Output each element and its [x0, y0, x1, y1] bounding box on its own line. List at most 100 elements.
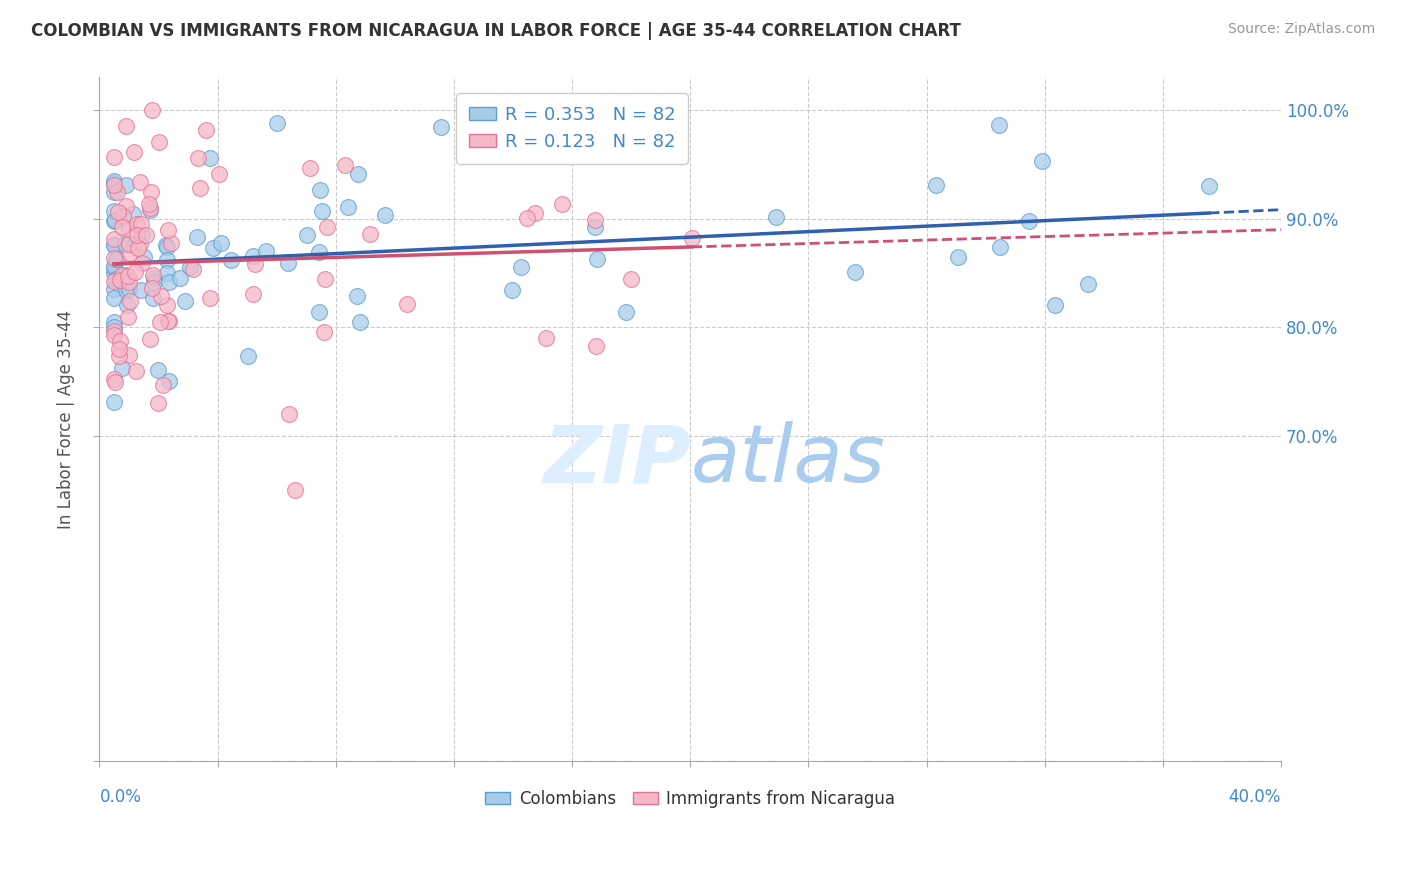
Point [114, 237, 136, 252]
Point [125, 217, 148, 231]
Point [988, 240, 1011, 254]
Point [118, 275, 141, 289]
Point [157, 374, 180, 388]
Point [131, 255, 153, 269]
Point [103, 282, 125, 296]
Point [107, 205, 129, 219]
Point [103, 214, 125, 228]
Point [105, 252, 128, 266]
Point [122, 207, 145, 221]
Point [103, 213, 125, 227]
Point [316, 220, 339, 235]
Text: Source: ZipAtlas.com: Source: ZipAtlas.com [1227, 22, 1375, 37]
Point [135, 227, 157, 242]
Point [236, 349, 259, 363]
Point [311, 203, 333, 218]
Point [129, 283, 152, 297]
Point [207, 167, 229, 181]
Point [110, 360, 132, 375]
Point [103, 274, 125, 288]
Point [295, 228, 318, 243]
Point [202, 241, 225, 255]
Point [103, 327, 125, 342]
Point [396, 296, 419, 310]
Point [149, 315, 172, 329]
Text: COLOMBIAN VS IMMIGRANTS FROM NICARAGUA IN LABOR FORCE | AGE 35-44 CORRELATION CH: COLOMBIAN VS IMMIGRANTS FROM NICARAGUA I… [31, 22, 960, 40]
Point [254, 244, 277, 258]
Point [156, 298, 179, 312]
Point [844, 264, 866, 278]
Point [142, 291, 165, 305]
Point [173, 294, 195, 309]
Text: atlas: atlas [690, 421, 884, 500]
Point [118, 237, 141, 252]
Point [103, 394, 125, 409]
Point [181, 261, 204, 276]
Point [138, 197, 160, 211]
Point [359, 227, 381, 242]
Point [681, 231, 703, 245]
Point [1198, 178, 1220, 193]
Point [157, 313, 180, 327]
Point [152, 378, 174, 392]
Point [128, 175, 150, 189]
Point [179, 260, 201, 275]
Point [198, 151, 221, 165]
Point [111, 268, 134, 283]
Point [373, 208, 395, 222]
Point [107, 342, 129, 356]
Point [346, 289, 368, 303]
Point [347, 167, 370, 181]
Point [266, 116, 288, 130]
Point [298, 161, 321, 175]
Point [585, 339, 607, 353]
Point [308, 245, 330, 260]
Point [122, 238, 145, 252]
Point [333, 158, 356, 172]
Point [103, 176, 125, 190]
Point [108, 334, 131, 348]
Point [103, 237, 125, 252]
Point [1043, 298, 1066, 312]
Point [169, 270, 191, 285]
Point [131, 217, 153, 231]
Point [115, 120, 138, 134]
Text: 0.0%: 0.0% [100, 789, 142, 806]
Point [946, 250, 969, 264]
Point [138, 332, 160, 346]
Point [308, 305, 330, 319]
Point [124, 265, 146, 279]
Point [156, 266, 179, 280]
Point [1018, 214, 1040, 228]
Point [124, 363, 146, 377]
Point [103, 325, 125, 339]
Point [583, 220, 606, 235]
Point [148, 135, 170, 149]
Point [103, 319, 125, 334]
Point [155, 237, 177, 252]
Point [157, 275, 180, 289]
Point [115, 298, 138, 312]
Point [118, 348, 141, 362]
Text: 40.0%: 40.0% [1229, 789, 1281, 806]
Point [156, 253, 179, 268]
Point [187, 151, 209, 165]
Point [551, 196, 574, 211]
Point [349, 314, 371, 328]
Point [149, 289, 172, 303]
Point [765, 210, 787, 224]
Point [104, 252, 127, 266]
Point [134, 250, 156, 264]
Point [510, 260, 533, 274]
Point [523, 206, 546, 220]
Point [141, 281, 163, 295]
Point [312, 326, 335, 340]
Point [115, 283, 138, 297]
Point [242, 249, 264, 263]
Point [103, 232, 125, 246]
Point [157, 313, 180, 327]
Point [117, 310, 139, 325]
Point [501, 283, 523, 297]
Point [114, 268, 136, 282]
Point [284, 483, 307, 497]
